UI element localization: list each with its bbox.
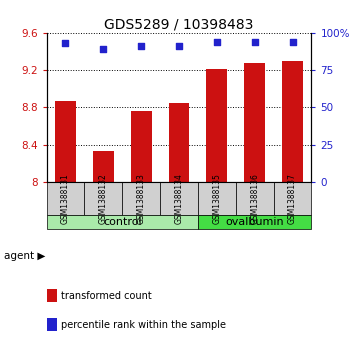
Text: GSM1388132: GSM1388132 [99,173,108,224]
Bar [274,182,311,215]
Bar [198,182,236,215]
Bar [84,182,122,215]
Text: GSM1388136: GSM1388136 [250,173,259,224]
Point [252,39,257,45]
Text: GSM1388134: GSM1388134 [174,173,184,224]
Title: GDS5289 / 10398483: GDS5289 / 10398483 [104,17,254,32]
Point [290,39,295,45]
Bar [236,182,274,215]
Bar [122,182,160,215]
Text: GSM1388135: GSM1388135 [212,173,221,224]
Point [63,40,68,46]
Text: ovalbumin: ovalbumin [226,217,284,227]
Bar [244,64,265,182]
Bar [207,69,227,182]
Bar [55,101,76,182]
Bar [282,61,303,182]
Bar [131,111,151,182]
Bar [198,215,311,229]
Bar [47,215,198,229]
Point [138,43,144,49]
Point [214,39,220,45]
Point [101,46,106,52]
Bar [160,182,198,215]
Text: GSM1388131: GSM1388131 [61,173,70,224]
Text: GSM1388137: GSM1388137 [288,173,297,224]
Text: GSM1388133: GSM1388133 [137,173,146,224]
Text: percentile rank within the sample: percentile rank within the sample [61,320,226,330]
Bar [93,151,114,182]
Text: transformed count: transformed count [61,291,151,301]
Text: control: control [103,217,141,227]
Bar [169,103,189,182]
Bar [47,182,84,215]
Point [176,43,182,49]
Text: agent ▶: agent ▶ [4,251,45,261]
